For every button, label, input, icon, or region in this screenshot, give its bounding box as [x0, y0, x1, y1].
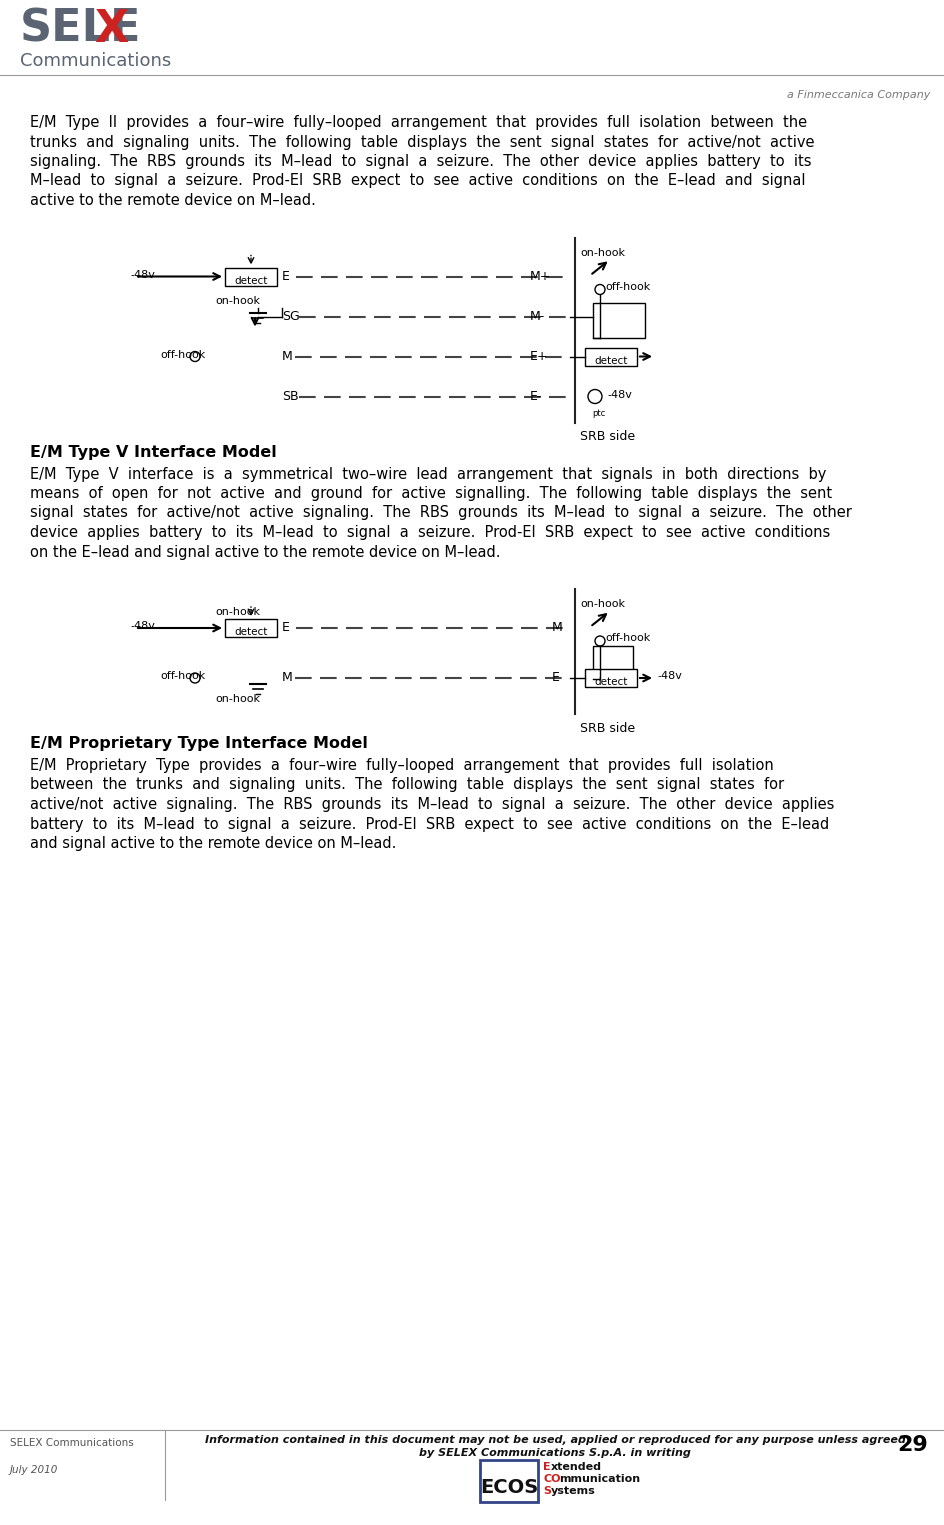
- Text: on-hook: on-hook: [215, 296, 260, 305]
- Text: signal  states  for  active/not  active  signaling.  The  RBS  grounds  its  M–l: signal states for active/not active sign…: [30, 505, 851, 520]
- Text: and signal active to the remote device on M–lead.: and signal active to the remote device o…: [30, 836, 396, 851]
- Text: E/M  Proprietary  Type  provides  a  four–wire  fully–looped  arrangement  that : E/M Proprietary Type provides a four–wir…: [30, 758, 773, 773]
- Text: July 2010: July 2010: [10, 1466, 59, 1475]
- Text: off-hook: off-hook: [604, 282, 649, 291]
- FancyBboxPatch shape: [225, 267, 277, 285]
- Text: -48v: -48v: [130, 270, 155, 279]
- Text: off-hook: off-hook: [604, 633, 649, 644]
- Text: SB: SB: [281, 389, 298, 403]
- Text: on-hook: on-hook: [580, 247, 624, 258]
- Text: -48v: -48v: [656, 671, 682, 682]
- Text: battery  to  its  M–lead  to  signal  a  seizure.  Prod-El  SRB  expect  to  see: battery to its M–lead to signal a seizur…: [30, 816, 829, 831]
- Text: M–lead  to  signal  a  seizure.  Prod-El  SRB  expect  to  see  active  conditio: M–lead to signal a seizure. Prod-El SRB …: [30, 174, 804, 189]
- Text: SELEX Communications: SELEX Communications: [10, 1438, 134, 1449]
- Circle shape: [190, 351, 200, 361]
- FancyBboxPatch shape: [584, 669, 636, 686]
- Text: off-hook: off-hook: [160, 349, 205, 360]
- Text: E/M Proprietary Type Interface Model: E/M Proprietary Type Interface Model: [30, 737, 367, 750]
- Text: xtended: xtended: [550, 1462, 601, 1472]
- Circle shape: [595, 636, 604, 647]
- Text: E: E: [543, 1462, 550, 1472]
- Text: -48v: -48v: [606, 389, 632, 400]
- Text: E: E: [551, 671, 559, 685]
- Text: detect: detect: [234, 276, 267, 285]
- Text: E: E: [281, 270, 290, 282]
- FancyBboxPatch shape: [225, 619, 277, 637]
- Text: active to the remote device on M–lead.: active to the remote device on M–lead.: [30, 194, 315, 207]
- Text: signaling.  The  RBS  grounds  its  M–lead  to  signal  a  seizure.  The  other : signaling. The RBS grounds its M–lead to…: [30, 154, 811, 169]
- Text: a Finmeccanica Company: a Finmeccanica Company: [785, 90, 929, 101]
- Bar: [593, 647, 632, 679]
- Text: S: S: [543, 1485, 550, 1496]
- Text: -48v: -48v: [130, 621, 155, 631]
- Text: ystems: ystems: [550, 1485, 595, 1496]
- Text: SELE: SELE: [20, 8, 142, 50]
- Text: detect: detect: [594, 355, 627, 366]
- Text: E+: E+: [530, 349, 548, 363]
- Bar: [593, 302, 645, 337]
- Text: E: E: [281, 621, 290, 634]
- Bar: [480, 1459, 537, 1502]
- Text: M-: M-: [530, 310, 545, 322]
- Text: off-hook: off-hook: [160, 671, 205, 682]
- Text: E/M  Type  V  interface  is  a  symmetrical  two–wire  lead  arrangement  that  : E/M Type V interface is a symmetrical tw…: [30, 467, 825, 482]
- Text: ECOS: ECOS: [480, 1478, 537, 1498]
- Text: Communications: Communications: [20, 52, 171, 70]
- Text: between  the  trunks  and  signaling  units.  The  following  table  displays  t: between the trunks and signaling units. …: [30, 778, 784, 793]
- Text: on-hook: on-hook: [215, 694, 260, 705]
- Text: SRB side: SRB side: [580, 721, 634, 735]
- Text: active/not  active  signaling.  The  RBS  grounds  its  M–lead  to  signal  a  s: active/not active signaling. The RBS gro…: [30, 798, 834, 811]
- Text: E-: E-: [530, 389, 542, 403]
- Text: on-hook: on-hook: [215, 607, 260, 618]
- Text: detect: detect: [594, 677, 627, 686]
- Text: on-hook: on-hook: [580, 599, 624, 608]
- Text: M+: M+: [530, 270, 550, 282]
- Text: E/M  Type  II  provides  a  four–wire  fully–looped  arrangement  that  provides: E/M Type II provides a four–wire fully–l…: [30, 114, 806, 130]
- Text: ptc: ptc: [591, 409, 604, 418]
- Text: M: M: [281, 671, 293, 685]
- Text: mmunication: mmunication: [559, 1475, 639, 1484]
- Text: means  of  open  for  not  active  and  ground  for  active  signalling.  The  f: means of open for not active and ground …: [30, 486, 832, 502]
- Text: trunks  and  signaling  units.  The  following  table  displays  the  sent  sign: trunks and signaling units. The followin…: [30, 134, 814, 149]
- Text: 29: 29: [896, 1435, 927, 1455]
- Text: on the E–lead and signal active to the remote device on M–lead.: on the E–lead and signal active to the r…: [30, 544, 500, 560]
- Text: SRB side: SRB side: [580, 430, 634, 444]
- Circle shape: [190, 673, 200, 683]
- Text: by SELEX Communications S.p.A. in writing: by SELEX Communications S.p.A. in writin…: [418, 1449, 690, 1458]
- Text: M: M: [281, 349, 293, 363]
- Text: Information contained in this document may not be used, applied or reproduced fo: Information contained in this document m…: [204, 1435, 904, 1446]
- Text: X: X: [93, 8, 128, 50]
- Text: detect: detect: [234, 627, 267, 637]
- Circle shape: [595, 285, 604, 294]
- Text: E/M Type V Interface Model: E/M Type V Interface Model: [30, 444, 277, 459]
- Text: device  applies  battery  to  its  M–lead  to  signal  a  seizure.  Prod-El  SRB: device applies battery to its M–lead to …: [30, 525, 830, 540]
- Text: CO: CO: [543, 1475, 560, 1484]
- Circle shape: [587, 389, 601, 404]
- Text: SG: SG: [281, 310, 299, 322]
- Text: M: M: [551, 621, 563, 634]
- FancyBboxPatch shape: [584, 348, 636, 366]
